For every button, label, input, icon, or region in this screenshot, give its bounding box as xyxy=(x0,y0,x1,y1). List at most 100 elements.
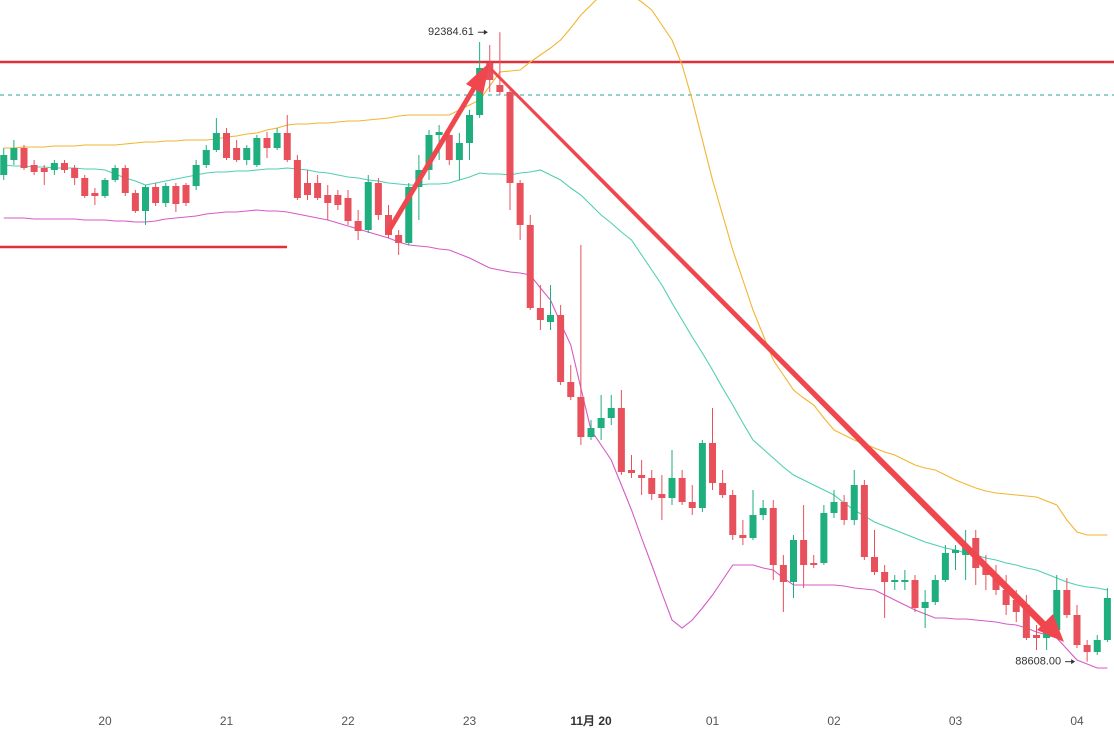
candle-body xyxy=(648,478,656,494)
candle-body xyxy=(445,135,453,160)
candle-body xyxy=(496,85,504,92)
levels xyxy=(0,60,1114,249)
candle-body xyxy=(668,478,676,498)
candle-body xyxy=(61,163,68,170)
candle-body xyxy=(1063,590,1071,615)
candle-body xyxy=(1053,590,1061,630)
candle-body xyxy=(152,187,160,203)
candle-body xyxy=(992,575,1000,590)
candle-body xyxy=(779,565,787,582)
x-tick-label: 23 xyxy=(463,714,477,728)
candle-body xyxy=(739,535,747,538)
candle-body xyxy=(810,563,818,565)
candle-body xyxy=(314,183,322,198)
candle-body xyxy=(982,568,990,575)
candle-body xyxy=(425,135,433,170)
candle-body xyxy=(131,193,139,211)
candle-body xyxy=(182,185,190,203)
candle-body xyxy=(952,550,959,553)
candle-body xyxy=(293,160,301,198)
candle-body xyxy=(617,408,625,472)
candle-body xyxy=(860,485,868,557)
candles xyxy=(0,32,1111,662)
down-arrow-head xyxy=(1037,614,1064,642)
candle-body xyxy=(71,168,79,178)
candle-body xyxy=(50,163,58,170)
candle-body xyxy=(466,115,473,143)
candle-body xyxy=(698,443,706,508)
candle-body xyxy=(101,180,109,196)
band-line xyxy=(3,209,1108,669)
candle-body xyxy=(1033,635,1040,638)
candle-body xyxy=(142,187,149,211)
candle-body xyxy=(628,470,635,473)
candle-body xyxy=(638,475,646,478)
candle-body xyxy=(597,418,605,428)
candle-body xyxy=(931,580,939,602)
candle-body xyxy=(547,315,554,322)
candle-body xyxy=(455,143,463,160)
candle-body xyxy=(30,165,38,172)
x-tick-label: 04 xyxy=(1070,714,1084,728)
candle-body xyxy=(800,540,808,565)
candle-body xyxy=(304,183,311,195)
candle-body xyxy=(1022,605,1030,638)
candle-body xyxy=(1073,615,1081,645)
high-label: 92384.61 xyxy=(428,26,474,38)
candle-body xyxy=(81,178,89,196)
candle-body xyxy=(202,150,210,165)
candle-body xyxy=(20,148,28,168)
candle-body xyxy=(901,580,909,582)
candle-body xyxy=(790,540,797,582)
candle-body xyxy=(850,485,858,520)
x-axis: 20 21 22 23 11月 20 01 02 03 04 xyxy=(98,714,1084,728)
candle-body xyxy=(719,483,727,495)
candle-body xyxy=(486,63,494,80)
candle-body xyxy=(223,133,230,158)
down-arrow-shaft xyxy=(490,68,1050,632)
x-tick-label: 20 xyxy=(98,714,112,728)
candle-body xyxy=(212,133,220,150)
candle-body xyxy=(1093,640,1101,652)
band-line xyxy=(3,164,1108,591)
candle-body xyxy=(374,183,382,215)
candle-body xyxy=(0,155,8,175)
candle-body xyxy=(1103,598,1111,640)
candle-body xyxy=(891,580,899,582)
labels: 92384.61 88608.00 xyxy=(428,26,1076,668)
candle-body xyxy=(1083,645,1091,652)
candle-body xyxy=(678,478,686,502)
candle-body xyxy=(354,221,362,231)
candle-body xyxy=(506,92,514,183)
candle-body xyxy=(10,148,18,160)
candle-body xyxy=(921,602,929,608)
candle-body xyxy=(557,315,565,382)
label-arrow-head xyxy=(1071,659,1076,665)
low-label: 88608.00 xyxy=(1015,656,1061,668)
candle-body xyxy=(385,215,392,235)
candle-body xyxy=(587,428,595,437)
candle-body xyxy=(233,148,241,160)
candle-body xyxy=(759,508,767,515)
label-arrow-head xyxy=(483,29,488,35)
candle-body xyxy=(364,182,372,230)
candle-body xyxy=(536,308,544,320)
candle-body xyxy=(273,133,281,148)
candle-body xyxy=(1002,590,1010,605)
candle-body xyxy=(881,572,889,582)
candle-body xyxy=(840,502,848,520)
candle-body xyxy=(911,580,919,608)
candle-body xyxy=(658,494,666,498)
candle-body xyxy=(91,193,99,196)
candle-body xyxy=(516,183,524,225)
candle-body xyxy=(192,165,200,186)
candle-body xyxy=(830,502,838,513)
x-tick-label: 22 xyxy=(341,714,355,728)
candle-body xyxy=(871,557,878,572)
candle-body xyxy=(40,168,48,172)
bollinger-bands xyxy=(3,0,1108,669)
candle-body xyxy=(688,502,696,508)
candle-body xyxy=(334,195,342,205)
